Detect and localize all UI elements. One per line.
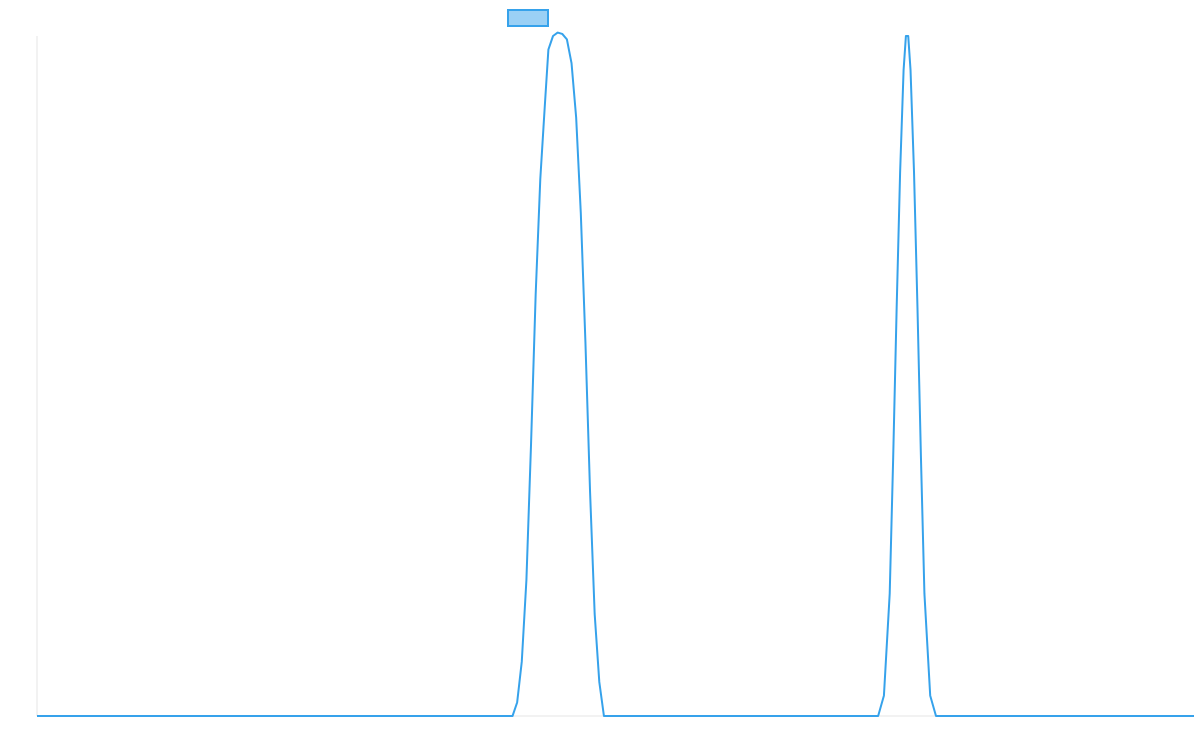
legend[interactable]	[507, 9, 549, 27]
legend-swatch[interactable]	[507, 9, 549, 27]
series-line-0[interactable]	[37, 31, 1194, 717]
series-layer	[37, 31, 1194, 717]
